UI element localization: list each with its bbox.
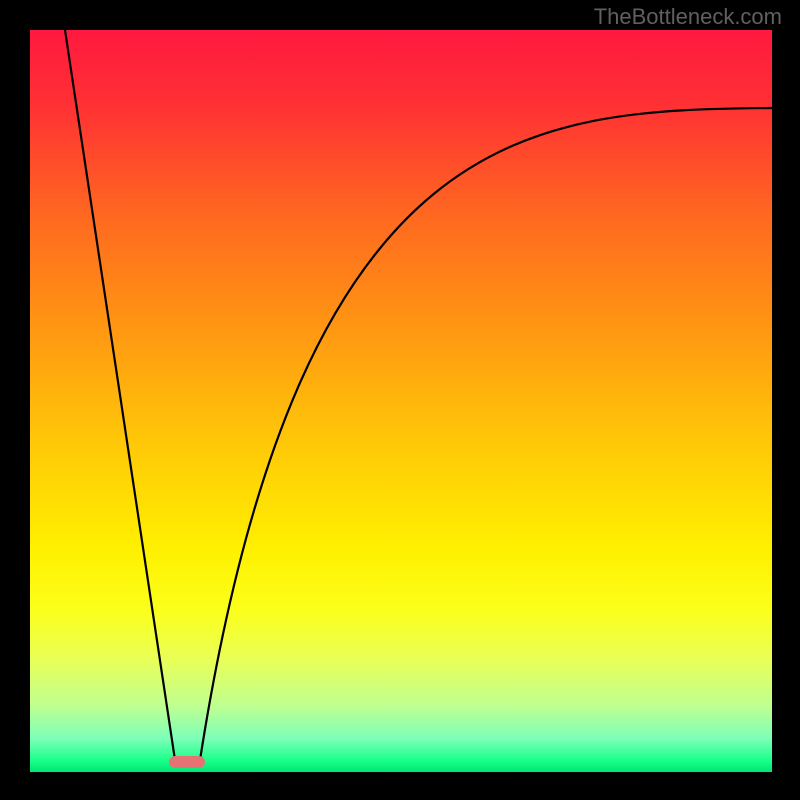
watermark-text: TheBottleneck.com — [594, 4, 782, 30]
bottleneck-chart — [0, 0, 800, 800]
chart-container: TheBottleneck.com — [0, 0, 800, 800]
